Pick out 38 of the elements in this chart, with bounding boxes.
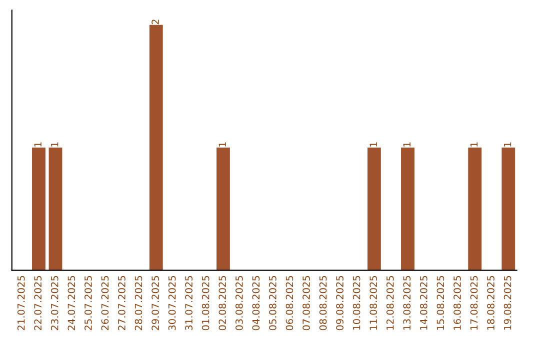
- x-tick-label: 10.08.2025: [352, 276, 360, 330]
- x-tick-label: 30.07.2025: [168, 276, 176, 330]
- x-tick-label: 15.08.2025: [436, 276, 444, 330]
- x-tick-label: 07.08.2025: [302, 276, 310, 330]
- x-tick-label: 22.07.2025: [34, 276, 42, 330]
- x-tick-label: 26.07.2025: [101, 276, 109, 330]
- x-tick-label: 09.08.2025: [336, 276, 344, 330]
- x-tick-label: 11.08.2025: [370, 276, 378, 330]
- x-tick-label: 12.08.2025: [386, 276, 394, 330]
- x-tick-label: 16.08.2025: [454, 276, 461, 330]
- x-tick-label: 14.08.2025: [420, 276, 428, 330]
- x-tick-label: 21.07.2025: [17, 276, 25, 330]
- x-tick-label: 05.08.2025: [269, 276, 276, 330]
- x-tick-label: 23.07.2025: [50, 276, 58, 330]
- data-label: 1: [51, 142, 58, 147]
- data-label: 1: [370, 142, 377, 147]
- x-tick-label: 25.07.2025: [84, 276, 92, 330]
- data-label: 1: [504, 142, 512, 147]
- data-label: 1: [34, 142, 42, 147]
- data-label: 1: [218, 142, 226, 147]
- x-tick-label: 27.07.2025: [118, 276, 126, 330]
- x-tick-label: 08.08.2025: [319, 276, 327, 330]
- x-tick-label: 28.07.2025: [134, 276, 142, 330]
- data-label: 2: [152, 20, 159, 24]
- x-tick-label: 13.08.2025: [403, 276, 411, 330]
- x-tick-label: 17.08.2025: [470, 276, 478, 330]
- x-tick-label: 06.08.2025: [286, 276, 294, 330]
- x-tick-label: 24.07.2025: [68, 276, 76, 330]
- x-tick-label: 19.08.2025: [504, 276, 512, 330]
- x-tick-label: 02.08.2025: [218, 276, 226, 330]
- data-label: 1: [403, 142, 410, 147]
- x-tick-label: 04.08.2025: [252, 276, 260, 330]
- x-tick-label: 31.07.2025: [185, 276, 193, 330]
- x-tick-label: 01.08.2025: [202, 276, 210, 330]
- x-tick-label: 18.08.2025: [487, 276, 494, 330]
- data-label: 1: [470, 142, 478, 147]
- x-tick-label: 29.07.2025: [152, 276, 159, 330]
- x-tick-label: 03.08.2025: [235, 276, 243, 330]
